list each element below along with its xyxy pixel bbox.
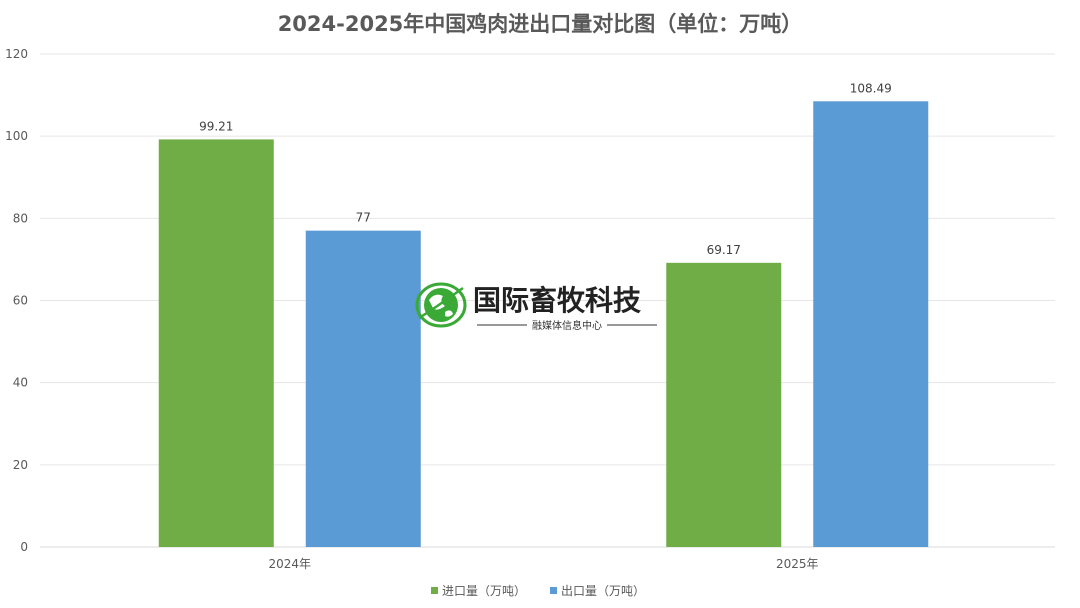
- y-tick-label: 60: [13, 294, 28, 308]
- y-tick-label: 0: [20, 540, 28, 554]
- x-axis-categories: 2024年 2025年: [268, 557, 818, 571]
- y-axis-ticks: 0 20 40 60 80 100 120: [5, 47, 28, 554]
- y-tick-label: 80: [13, 211, 28, 225]
- y-tick-label: 100: [5, 129, 28, 143]
- bar: [158, 139, 274, 548]
- data-label: 69.17: [707, 243, 741, 257]
- data-label: 77: [356, 211, 371, 225]
- y-tick-label: 20: [13, 458, 28, 472]
- bars: [158, 101, 929, 548]
- y-tick-label: 120: [5, 47, 28, 61]
- data-label: 108.49: [850, 81, 892, 95]
- chart-title: 2024-2025年中国鸡肉进出口量对比图（单位：万吨）: [278, 12, 803, 36]
- legend-label: 出口量（万吨）: [561, 584, 645, 598]
- watermark-logo: 国际畜牧科技 融媒体信息中心: [415, 282, 657, 332]
- legend-swatch: [550, 587, 557, 594]
- legend: 进口量（万吨） 出口量（万吨）: [431, 584, 645, 598]
- bar: [813, 101, 929, 547]
- x-category-label: 2024年: [268, 557, 311, 571]
- globe-leaf-icon: [415, 282, 467, 328]
- data-label: 99.21: [199, 119, 233, 133]
- y-tick-label: 40: [13, 376, 28, 390]
- legend-label: 进口量（万吨）: [442, 584, 526, 598]
- bar: [666, 262, 782, 547]
- watermark-title: 国际畜牧科技: [473, 284, 641, 317]
- legend-swatch: [431, 587, 438, 594]
- bar: [305, 230, 421, 548]
- watermark-subtitle: 融媒体信息中心: [532, 319, 602, 332]
- data-labels: 99.21 77 69.17 108.49: [199, 81, 892, 257]
- x-category-label: 2025年: [776, 557, 819, 571]
